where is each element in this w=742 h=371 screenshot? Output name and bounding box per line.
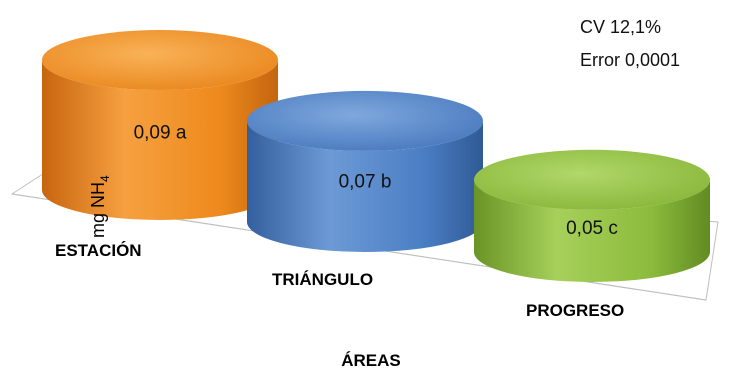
bar-1: 0,07 b — [247, 90, 483, 252]
category-label-1: TRIÁNGULO — [272, 270, 373, 289]
bar-top-2 — [474, 149, 710, 210]
bar-top-0 — [42, 30, 278, 91]
y-axis-title-main: mg NH — [88, 182, 108, 238]
bar-top-1 — [247, 90, 483, 151]
bar-0: 0,09 a — [42, 30, 278, 220]
bars-layer: 0,09 a 0,07 b 0,05 c — [42, 30, 710, 282]
annotation-error: Error 0,0001 — [580, 50, 680, 70]
category-label-2: PROGRESO — [526, 301, 624, 320]
data-label-0: 0,09 a — [134, 123, 187, 144]
annotation-cv: CV 12,1% — [580, 17, 661, 37]
bar-body-2 — [474, 179, 710, 282]
y-axis-title-subscript: 4 — [98, 175, 112, 182]
bar-body-0 — [42, 60, 278, 220]
category-label-0: ESTACIÓN — [55, 241, 142, 260]
x-axis-title: ÁREAS — [341, 351, 401, 370]
data-label-1: 0,07 b — [339, 171, 392, 192]
bar-2: 0,05 c — [474, 149, 710, 282]
y-axis-title: mg NH4 — [88, 175, 112, 238]
bar-body-1 — [247, 120, 483, 252]
data-label-2: 0,05 c — [566, 218, 618, 239]
